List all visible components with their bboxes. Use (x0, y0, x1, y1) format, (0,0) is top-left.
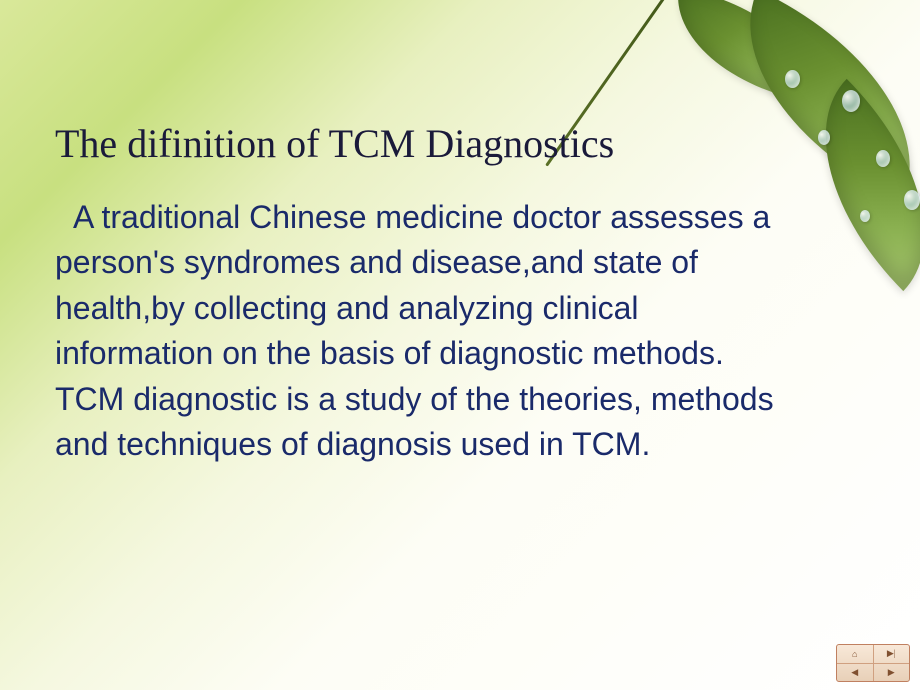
slide-title: The difinition of TCM Diagnostics (55, 120, 860, 167)
presentation-slide: The difinition of TCM Diagnostics A trad… (0, 0, 920, 690)
slide-body-text: A traditional Chinese medicine doctor as… (55, 195, 775, 468)
water-droplet-icon (860, 210, 870, 222)
slide-nav-widget: ⌂ ▶| ◀ ▶ (836, 644, 910, 682)
slide-content: The difinition of TCM Diagnostics A trad… (55, 120, 860, 468)
nav-last-button[interactable]: ▶| (874, 645, 910, 663)
leaf-graphic (663, 0, 826, 102)
nav-home-button[interactable]: ⌂ (837, 645, 874, 663)
water-droplet-icon (904, 190, 920, 210)
water-droplet-icon (842, 90, 860, 112)
nav-next-button[interactable]: ▶ (874, 664, 910, 682)
water-droplet-icon (785, 70, 800, 88)
nav-prev-button[interactable]: ◀ (837, 664, 874, 682)
water-droplet-icon (876, 150, 890, 167)
